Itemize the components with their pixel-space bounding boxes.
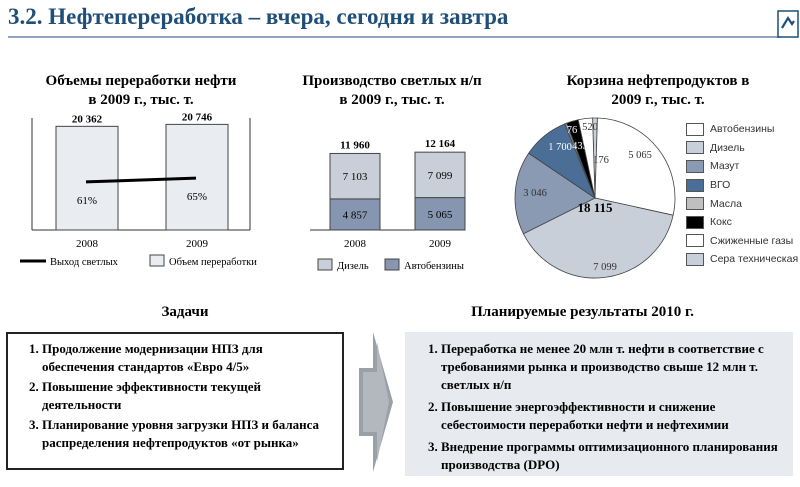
- chart2-title-line1: Производство светлых н/п: [302, 73, 482, 89]
- tasks-title: Задачи: [161, 304, 209, 320]
- page-title: 3.2. Нефтепереработка – вчера, сегодня и…: [8, 4, 509, 29]
- chart3-legend-label: Автобензины: [710, 123, 775, 136]
- chart1-title-line1: Объемы переработки нефти: [45, 73, 237, 89]
- chart3-slice-label: 520: [582, 122, 598, 133]
- chart2-bar-diesel: [329, 152, 381, 200]
- chart3-slice-label: 3 046: [523, 188, 547, 199]
- chart3-slice-label: 5 065: [628, 150, 652, 161]
- task-item: Продолжение модернизации НПЗ для обеспеч…: [42, 340, 334, 376]
- chart2-bar-autobenzine: [329, 198, 381, 231]
- chart1-bar: [55, 125, 119, 231]
- chart2-bar-autobenzine: [414, 197, 466, 231]
- chart3-legend-swatch: [686, 215, 704, 229]
- chart1-legend-bar-swatch: [149, 254, 165, 267]
- title-divider: [8, 36, 780, 38]
- chart2-category-label: 2008: [344, 238, 367, 250]
- tasks-list: Продолжение модернизации НПЗ для обеспеч…: [16, 340, 334, 452]
- results-box: Переработка не менее 20 млн т. нефти в с…: [405, 332, 793, 476]
- chart3-slice-label: 433: [572, 141, 588, 152]
- chart3-legend-label: Сера техническая: [710, 253, 799, 266]
- chart3-legend-item: Масла: [686, 194, 798, 213]
- chart1-percent-label: 65%: [187, 191, 207, 203]
- chart2-title-line2: в 2009 г., тыс. т.: [339, 92, 445, 108]
- chart2-legend-swatch: [384, 258, 400, 271]
- chart3-legend-swatch: [686, 234, 704, 248]
- chart1-percent-label: 61%: [77, 195, 97, 207]
- chart1-svg: 20 362 2008 61% 20 746 2009 65% Выход светлых О…: [20, 111, 257, 268]
- result-item: Повышение энергоэффективности и снижение…: [441, 398, 783, 434]
- chart3-legend-swatch: [686, 122, 704, 136]
- results-list: Переработка не менее 20 млн т. нефти в с…: [415, 340, 783, 474]
- chart3-slice-label: 76: [567, 125, 578, 136]
- chart2-legend-label: Дизель: [337, 261, 369, 272]
- chart2-category-label: 2009: [429, 238, 452, 250]
- chart3-pie-slice: [577, 117, 596, 199]
- chart2-segment-label: 5 065: [428, 209, 453, 221]
- chart3-pie-slice: [594, 117, 676, 216]
- chart3-title-line1: Корзина нефтепродуктов в: [566, 73, 750, 89]
- chart3-legend-item: Сжиженные газы: [686, 232, 798, 251]
- task-item: Планирование уровня загрузки НПЗ и балан…: [42, 416, 334, 452]
- chart3-legend-label: Дизель: [710, 141, 745, 154]
- chart1-category-label: 2008: [76, 238, 99, 250]
- chart1-title: Объемы переработки нефти в 2009 г., тыс.…: [10, 72, 272, 110]
- chart1-category-label: 2009: [186, 238, 209, 250]
- chart2-bar-diesel: [414, 151, 466, 199]
- chart3-slice-label: 7 099: [593, 262, 617, 273]
- chart3-legend-label: Мазут: [710, 160, 740, 173]
- results-title: Планируемые результаты 2010 г.: [471, 304, 694, 320]
- result-item: Внедрение программы оптимизационного пла…: [441, 438, 783, 474]
- chart2-svg: 4 857 7 103 11 960 2008 5 065 7 099 12 164 2009…: [310, 138, 466, 272]
- chart3-pie-svg: 5 065 7 099 3 046 1 700 76 433 520 176 18 115: [514, 117, 676, 279]
- chart3-pie-slice: [522, 197, 674, 279]
- chart2-total-label: 12 164: [425, 138, 456, 150]
- chart1-legend-label: Объем переработки: [169, 257, 257, 268]
- arrow-right-icon: [359, 332, 393, 472]
- chart3-legend-label: ВГО: [710, 179, 731, 192]
- chart3-title: Корзина нефтепродуктов в 2009 г., тыс. т…: [528, 72, 788, 110]
- chart2-total-label: 11 960: [340, 139, 370, 151]
- chart3-legend: Автобензины Дизель Мазут ВГО Масла Кокс Сжижен…: [686, 120, 798, 269]
- chart3-legend-item: Сера техническая: [686, 250, 798, 269]
- chart2-legend-swatch: [317, 258, 333, 271]
- chart2-segment-label: 4 857: [343, 209, 368, 221]
- result-item: Переработка не менее 20 млн т. нефти в с…: [441, 340, 783, 394]
- chart3-legend-item: ВГО: [686, 176, 798, 195]
- chart3-legend-swatch: [686, 141, 704, 155]
- chart2-segment-label: 7 103: [343, 171, 368, 183]
- chart3-legend-item: Кокс: [686, 213, 798, 232]
- chart3-legend-swatch: [686, 197, 704, 211]
- chart3-legend-item: Автобензины: [686, 120, 798, 139]
- chart3-legend-swatch: [686, 178, 704, 192]
- chart1-bar-value: 20 362: [72, 113, 103, 125]
- chart3-legend-label: Кокс: [710, 216, 732, 229]
- chart2-title: Производство светлых н/п в 2009 г., тыс.…: [282, 72, 502, 110]
- chart3-legend-item: Дизель: [686, 139, 798, 158]
- company-logo-icon: [777, 10, 799, 38]
- chart1-legend-label: Выход светлых: [50, 257, 119, 268]
- chart1-bar-value: 20 746: [182, 111, 213, 123]
- chart1-series-line: [85, 176, 197, 184]
- chart2-segment-label: 7 099: [428, 170, 453, 182]
- tasks-box: Продолжение модернизации НПЗ для обеспеч…: [6, 332, 344, 470]
- chart3-legend-swatch: [686, 159, 704, 173]
- chart3-title-line2: 2009 г., тыс. т.: [611, 92, 705, 108]
- chart1-bar: [165, 123, 229, 231]
- chart3-pie-slice: [514, 152, 596, 235]
- chart1-title-line2: в 2009 г., тыс. т.: [88, 92, 194, 108]
- task-item: Повышение эффективности текущей деятельн…: [42, 378, 334, 414]
- chart3-legend-item: Мазут: [686, 157, 798, 176]
- chart3-slice-label: 176: [593, 155, 609, 166]
- chart3-legend-label: Масла: [710, 197, 742, 210]
- chart2-legend-label: Автобензины: [404, 261, 464, 272]
- chart3-slice-label: 1 700: [548, 142, 572, 153]
- chart3-legend-swatch: [686, 252, 704, 266]
- chart3-total-label: 18 115: [577, 200, 613, 215]
- chart3-legend-label: Сжиженные газы: [710, 234, 794, 247]
